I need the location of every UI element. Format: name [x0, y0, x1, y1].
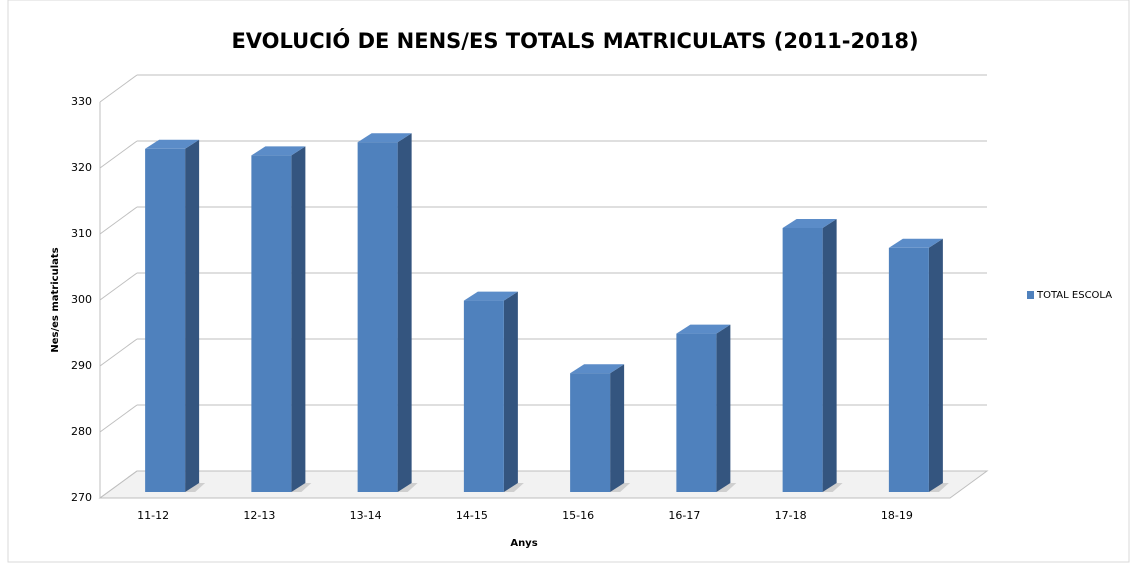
bar [888, 247, 929, 492]
bar-side [185, 139, 200, 493]
legend-swatch [1027, 291, 1034, 299]
bar-top [251, 146, 306, 156]
grid-line-side [99, 338, 138, 367]
bar-side [716, 324, 731, 492]
bar-top [676, 324, 731, 334]
floor [98, 470, 989, 499]
grid-line-side [99, 404, 138, 433]
x-tick-label: 16-17 [668, 509, 700, 522]
bar-side [822, 219, 837, 492]
bar [145, 148, 186, 493]
y-tick-label: 320 [71, 161, 92, 174]
bar-top [145, 139, 200, 149]
y-tick-label: 310 [71, 227, 92, 240]
bar-top [782, 219, 837, 228]
bar [463, 300, 504, 492]
bar-top [463, 291, 518, 301]
x-tick-label: 17-18 [775, 509, 807, 522]
x-tick-label: 15-16 [562, 509, 594, 522]
bar-side [397, 133, 412, 492]
grid-line-side [99, 272, 138, 301]
y-tick-label: 290 [71, 359, 92, 372]
x-tick-label: 11-12 [137, 509, 169, 522]
x-tick-label: 12-13 [243, 509, 275, 522]
grid-line-side [99, 74, 138, 103]
bar-side [928, 238, 943, 492]
x-tick-label: 18-19 [881, 509, 913, 522]
x-axis-label: Anys [510, 538, 537, 549]
grid-line-side [99, 206, 138, 235]
y-tick-label: 270 [71, 491, 92, 504]
x-tick-label: 13-14 [350, 509, 382, 522]
y-tick-label: 280 [71, 425, 92, 438]
y-tick-label: 330 [71, 95, 92, 108]
grid-line-side [99, 140, 138, 169]
bar-side [503, 291, 518, 492]
y-tick-label: 300 [71, 293, 92, 306]
bar-side [291, 146, 306, 492]
bar [251, 155, 292, 492]
bar-top [888, 238, 943, 248]
bar [676, 333, 717, 492]
bar [357, 142, 398, 492]
bar [782, 228, 823, 492]
bar-side [610, 364, 625, 492]
bar-top [570, 364, 625, 374]
legend-label: TOTAL ESCOLA [1036, 290, 1112, 301]
x-tick-label: 14-15 [456, 509, 488, 522]
bar [570, 373, 611, 492]
y-axis-label: Nes/es matriculats [50, 247, 61, 352]
chart-title: EVOLUCIÓ DE NENS/ES TOTALS MATRICULATS (… [231, 28, 918, 53]
grid-line-side [99, 470, 138, 499]
bar-top [357, 133, 412, 143]
